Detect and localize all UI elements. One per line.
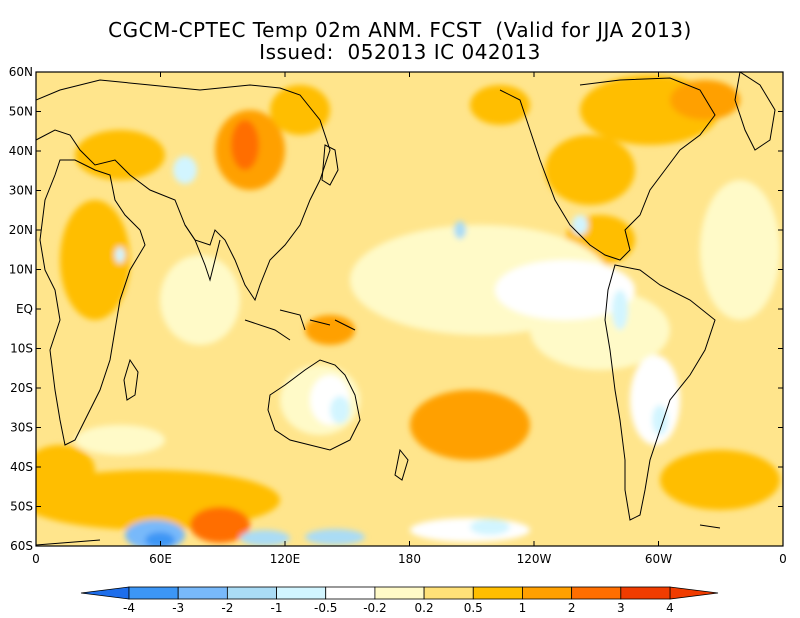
anomaly-blob: [410, 518, 530, 542]
colorbar-label: 4: [666, 601, 674, 615]
colorbar-label: -3: [172, 601, 184, 615]
anomaly-field: [36, 72, 783, 546]
anomaly-blob: [612, 290, 628, 330]
colorbar-label: 3: [617, 601, 625, 615]
map-title-line2: Issued: 052013 IC 042013: [259, 40, 541, 64]
coast-south-america: [604, 264, 716, 521]
latitude-axis: 60N 50N 40N 30N 20N 10N EQ 10S 20S 30S 40S 50S 60S: [9, 65, 783, 553]
coast-antarctica: [36, 524, 721, 546]
colorbar-segment: [128, 586, 179, 600]
colorbar-label: 0.5: [464, 601, 483, 615]
anomaly-blob: [700, 180, 780, 320]
lat-tick-label: 60S: [10, 539, 33, 553]
coast-madagascar: [123, 358, 139, 401]
longitude-axis: 0 60E 120E 180 120W 60W 0: [32, 72, 787, 566]
colorbar: -4 -3 -2 -1 -0.5 -0.2 0.2 0.5 1 2 3 4: [80, 586, 719, 615]
anomaly-blob: [240, 530, 290, 546]
lat-tick-label: 60N: [9, 65, 33, 79]
anomaly-blob: [454, 221, 466, 239]
anomaly-blob: [305, 315, 355, 345]
lat-tick-label: EQ: [16, 302, 33, 316]
anomaly-blob: [60, 200, 130, 320]
anomaly-blob: [231, 120, 259, 170]
lon-tick-label: 0: [779, 552, 787, 566]
lat-tick-label: 30N: [9, 184, 33, 198]
colorbar-label: -4: [123, 601, 135, 615]
lat-tick-label: 20S: [10, 381, 33, 395]
coast-indonesia: [244, 309, 356, 341]
anomaly-blob: [545, 135, 635, 205]
colorbar-label: -0.2: [363, 601, 386, 615]
coastlines: [36, 72, 776, 546]
anomaly-blob: [75, 130, 165, 180]
colorbar-segment: [571, 586, 622, 600]
lat-tick-label: 40S: [10, 460, 33, 474]
coast-japan: [321, 144, 339, 186]
coast-greenland: [734, 72, 776, 151]
colorbar-label: 1: [519, 601, 527, 615]
anomaly-blob: [572, 215, 588, 235]
anomaly-blob: [660, 450, 780, 510]
colorbar-segment: [226, 586, 277, 600]
anomaly-blob: [470, 519, 510, 535]
lon-tick-label: 0: [32, 552, 40, 566]
lat-tick-label: 10S: [10, 342, 33, 356]
colorbar-segment: [374, 586, 425, 600]
colorbar-label: -0.5: [314, 601, 337, 615]
lat-tick-label: 50N: [9, 105, 33, 119]
colorbar-segment: [325, 586, 376, 600]
anomaly-blob: [305, 529, 365, 545]
lat-tick-label: 20N: [9, 223, 33, 237]
lon-tick-label: 60E: [149, 552, 172, 566]
colorbar-high-arrow: [669, 586, 719, 600]
colorbar-label: 2: [568, 601, 576, 615]
anomaly-blob: [470, 85, 530, 125]
coast-india: [184, 224, 221, 282]
colorbar-label: -2: [221, 601, 233, 615]
lat-tick-label: 40N: [9, 144, 33, 158]
colorbar-segment: [620, 586, 671, 600]
colorbar-label: 0.2: [415, 601, 434, 615]
anomaly-blob: [495, 260, 635, 320]
lat-tick-label: 50S: [10, 500, 33, 514]
map-title-line1: CGCM-CPTEC Temp 02m ANM. FCST (Valid for…: [108, 18, 692, 42]
lon-tick-label: 120E: [270, 552, 301, 566]
anomaly-blob: [115, 247, 125, 263]
colorbar-segment: [276, 586, 327, 600]
colorbar-segment: [423, 586, 474, 600]
lat-tick-label: 30S: [10, 421, 33, 435]
anomaly-blob: [190, 507, 250, 543]
lon-tick-label: 60W: [645, 552, 672, 566]
lat-tick-label: 10N: [9, 263, 33, 277]
anomaly-blob: [145, 532, 175, 546]
anomaly-blob: [173, 156, 197, 184]
coast-australia: [267, 359, 361, 451]
coast-new-zealand: [394, 448, 409, 481]
anomaly-blob: [652, 405, 668, 435]
anomaly-blob: [75, 425, 165, 455]
anomaly-blob: [36, 445, 95, 495]
colorbar-segment: [177, 586, 228, 600]
anomaly-blob: [410, 390, 530, 460]
colorbar-segment: [522, 586, 573, 600]
anomaly-blob: [330, 396, 350, 424]
anomaly-blob: [270, 85, 330, 135]
coast-eurasia: [36, 79, 331, 302]
lon-tick-label: 180: [398, 552, 421, 566]
colorbar-segment: [472, 586, 523, 600]
coast-north-america: [499, 77, 716, 261]
lon-tick-label: 120W: [517, 552, 552, 566]
coast-africa: [39, 159, 146, 446]
colorbar-label: -1: [271, 601, 283, 615]
colorbar-low-arrow: [80, 586, 130, 600]
anomaly-blob: [670, 80, 740, 120]
anomaly-blob: [160, 255, 240, 345]
